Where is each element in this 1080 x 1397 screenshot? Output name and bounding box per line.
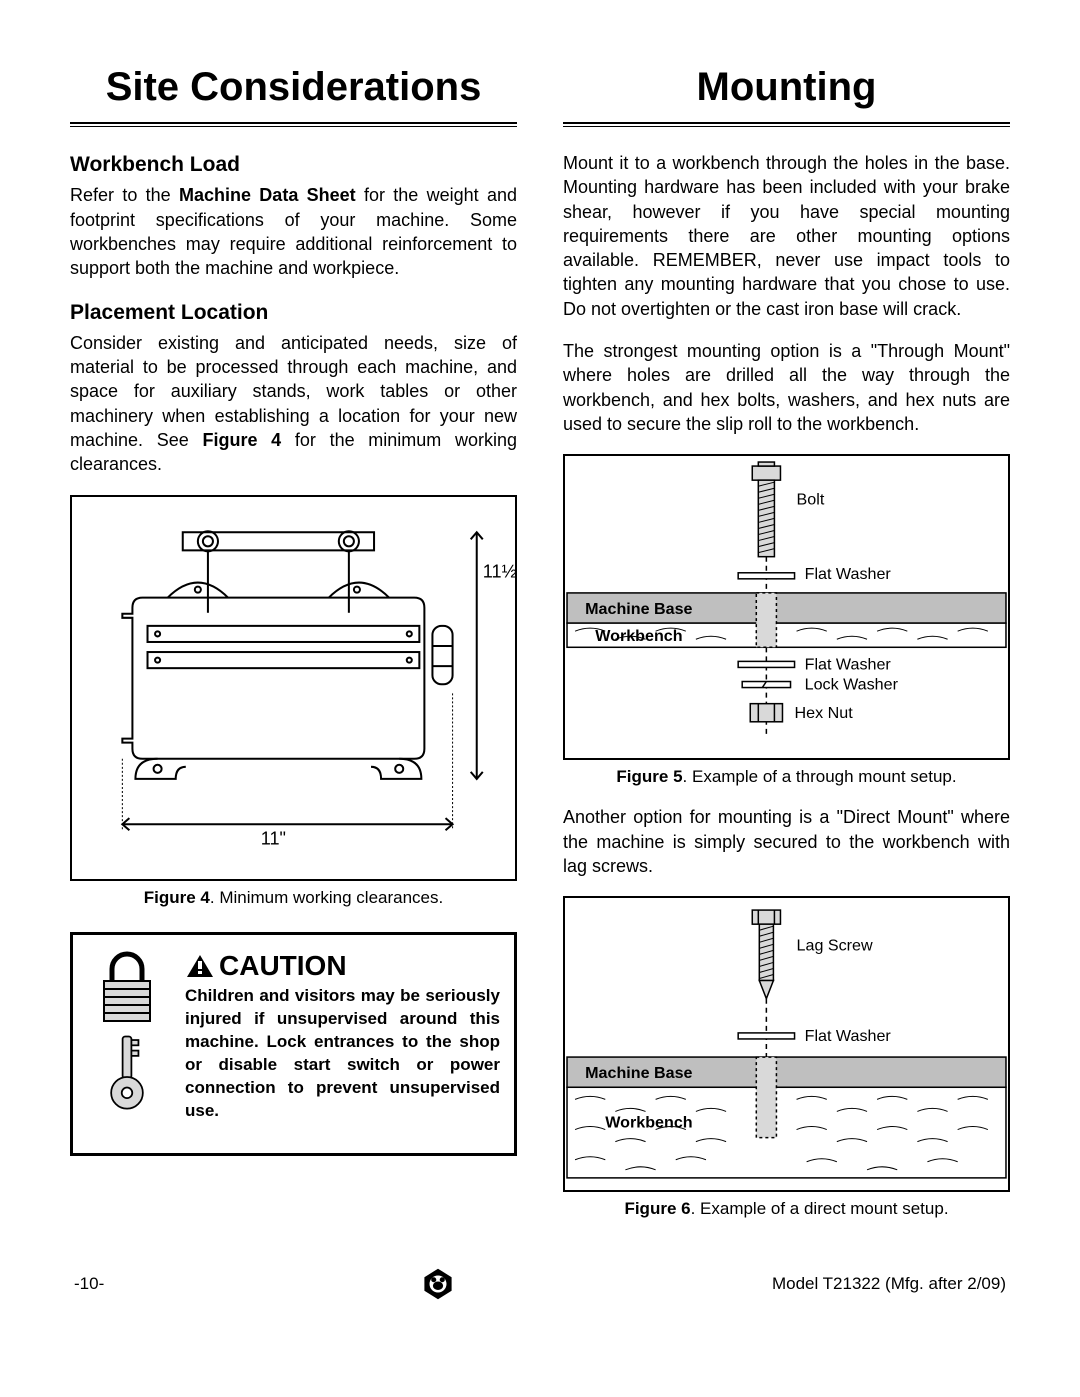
label-machine-base: Machine Base <box>585 600 692 618</box>
figure-6: Lag Screw Flat Washer Machine Base Workb… <box>563 896 1010 1192</box>
caution-body: Children and visitors may be seriously i… <box>185 985 500 1123</box>
paragraph-placement: Consider existing and anticipated needs,… <box>70 331 517 477</box>
label-workbench: Workbench <box>595 628 682 646</box>
label-bolt: Bolt <box>797 491 825 509</box>
mounting-p3: Another option for mounting is a "Direct… <box>563 805 1010 878</box>
title-rule <box>70 122 517 127</box>
bear-logo-icon <box>421 1267 455 1301</box>
figure-4-svg: 11½" 11" <box>72 497 515 880</box>
figure-4-caption: Figure 4. Minimum working clearances. <box>70 887 517 910</box>
figure-5-caption: Figure 5. Example of a through mount set… <box>563 766 1010 789</box>
model-info: Model T21322 (Mfg. after 2/09) <box>772 1273 1006 1296</box>
title-rule-right <box>563 122 1010 127</box>
caution-box: CAUTION Children and visitors may be ser… <box>70 932 517 1155</box>
figure-5: Bolt Flat Washer Machine Base Workbench … <box>563 454 1010 760</box>
page: Site Considerations Workbench Load Refer… <box>0 0 1080 1341</box>
heading-workbench-load: Workbench Load <box>70 151 517 179</box>
caution-text: CAUTION Children and visitors may be ser… <box>185 947 500 1140</box>
left-column: Site Considerations Workbench Load Refer… <box>70 60 517 1237</box>
figure-4: 11½" 11" <box>70 495 517 882</box>
caution-icons <box>87 947 167 1112</box>
figure-6-caption: Figure 6. Example of a direct mount setu… <box>563 1198 1010 1221</box>
footer: -10- Model T21322 (Mfg. after 2/09) <box>70 1267 1010 1301</box>
key-icon <box>105 1033 149 1112</box>
two-column-layout: Site Considerations Workbench Load Refer… <box>70 60 1010 1237</box>
label-flat-washer: Flat Washer <box>805 1027 892 1045</box>
heading-placement: Placement Location <box>70 299 517 327</box>
figure-6-svg: Lag Screw Flat Washer Machine Base Workb… <box>565 898 1008 1190</box>
label-machine-base-6: Machine Base <box>585 1064 692 1082</box>
padlock-icon <box>92 947 162 1027</box>
warning-triangle-icon <box>185 953 215 979</box>
label-lag-screw: Lag Screw <box>797 936 873 954</box>
label-lock-washer: Lock Washer <box>805 676 899 694</box>
dim-height: 11½" <box>483 561 515 581</box>
label-flat-washer-2: Flat Washer <box>805 656 892 674</box>
dim-width: 11" <box>261 828 286 848</box>
footer-logo <box>421 1267 455 1301</box>
section-title-site: Site Considerations <box>70 60 517 114</box>
label-hex-nut: Hex Nut <box>795 704 854 722</box>
mounting-p1: Mount it to a workbench through the hole… <box>563 151 1010 321</box>
caution-heading: CAUTION <box>185 947 500 985</box>
right-column: Mounting Mount it to a workbench through… <box>563 60 1010 1237</box>
label-workbench-6: Workbench <box>605 1114 692 1132</box>
paragraph-workbench-load: Refer to the Machine Data Sheet for the … <box>70 183 517 280</box>
figure-5-svg: Bolt Flat Washer Machine Base Workbench … <box>565 456 1008 758</box>
section-title-mounting: Mounting <box>563 60 1010 114</box>
label-flat-washer-1: Flat Washer <box>805 565 892 583</box>
page-number: -10- <box>74 1273 104 1296</box>
mounting-p2: The strongest mounting option is a "Thro… <box>563 339 1010 436</box>
